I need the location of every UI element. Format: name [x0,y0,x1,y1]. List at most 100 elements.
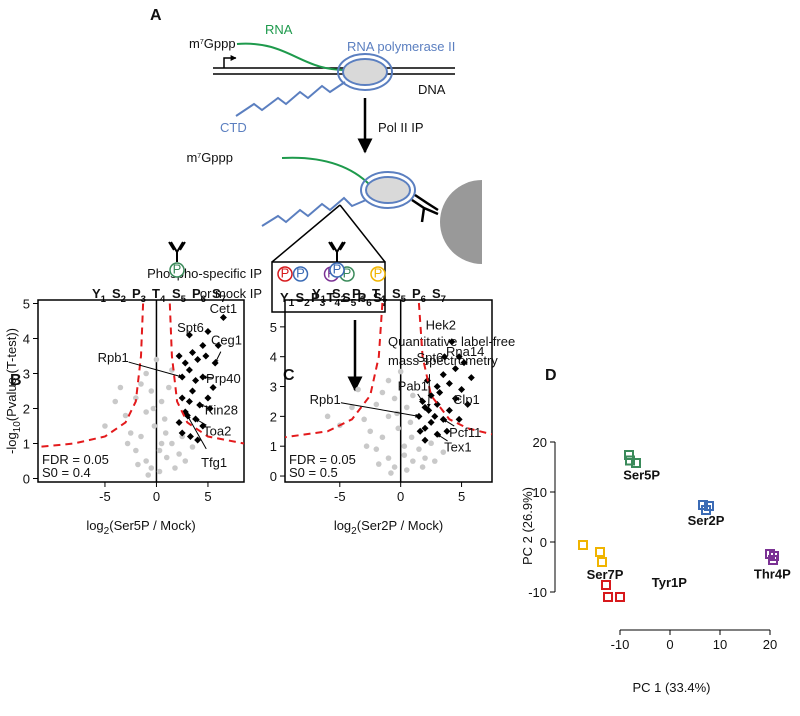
residue: S7 [432,286,446,305]
point [467,374,475,382]
point [324,413,331,420]
threshold-line [38,303,244,448]
point [102,423,108,429]
point [578,540,588,550]
x-tick-label: 10 [713,637,727,652]
annotation-arrow [128,361,183,378]
diagram: A m7Gppp m7Gppp RNA RNA polymerase II DN… [147,7,515,392]
residue-number: 2 [304,298,310,309]
x-axis-label: log2(Ser2P / Mock) [334,518,443,537]
residue: P6 [412,286,426,305]
point [379,434,386,441]
point [138,433,144,440]
gene-label: Spt6 [417,350,444,365]
point [209,384,217,391]
y-tick-label: 3 [270,380,277,395]
residue-letter: P [412,286,421,301]
annotation-arrow [199,403,211,409]
point [385,413,392,420]
annotation-arrow [436,433,448,442]
annotation-arrow [186,415,207,450]
point [419,464,426,470]
point [166,384,172,391]
phospho-mark [277,266,293,282]
zoom-line [271,204,341,263]
point [625,455,635,466]
tss-arrow [223,55,237,68]
point [431,458,438,464]
group-label: Ser7P [587,567,624,582]
polymerase-label: RNA polymerase II [347,39,455,54]
residue-letter: S [112,286,121,301]
point [363,443,370,449]
point [455,353,463,361]
plot-frame [284,299,493,483]
panel-label: D [545,367,557,384]
point [427,418,435,426]
point [176,451,182,457]
phospho-mark [370,266,386,282]
annotation-arrow [202,375,214,380]
gene-label: Kin28 [205,402,238,417]
residue-number: 1 [289,298,295,309]
label-rest: (Ser5P / Mock) [109,518,195,533]
point [162,430,169,436]
polymerase [360,171,416,209]
polymerase [365,176,411,204]
point [416,427,424,435]
point [148,388,155,394]
y-tick-label: 4 [23,332,30,347]
point [143,458,149,464]
y-tick-label: 5 [270,320,277,335]
point [436,388,444,396]
residue-letter: Y [280,290,289,305]
residue-letter: P [311,290,320,305]
y-tick-label: 1 [23,437,30,452]
point [631,458,641,468]
point [401,443,408,449]
y-tick-label: 5 [23,297,30,312]
gene-label: Pcf11 [449,425,481,440]
label-rest: (Pvalue (T-test)) [4,328,19,421]
point [214,342,222,349]
residue: T4 [152,286,166,305]
point [395,425,402,432]
gene-label: Hek2 [426,317,456,332]
point [391,395,398,402]
y-tick-label: 1 [270,439,277,454]
x-tick-label: 20 [763,637,777,652]
point [199,342,207,349]
polymerase [342,58,388,86]
annotation-arrow [442,418,455,427]
annotation-arrow [455,396,462,401]
point [202,352,210,360]
y-tick-label: 3 [23,367,30,382]
point [112,398,119,405]
point [143,370,149,377]
panel-label: C [283,367,295,384]
point [403,404,410,411]
residue-letter: P [192,286,201,301]
gene-label: Tfg1 [201,455,227,470]
y-tick-label: -10 [528,585,547,600]
residue-letter: S [172,286,181,301]
point [175,352,183,360]
point [410,458,416,464]
annotation-arrow [195,418,207,426]
gene-label: Spt6 [177,320,204,335]
point [704,501,714,511]
residue-letter: P [132,286,141,301]
gene-label: Rna14 [446,344,484,359]
residue-letter: P [358,290,367,305]
point [433,383,441,391]
phospho-label: P [333,262,342,277]
point [408,434,415,441]
point [117,384,124,391]
y-tick-label: 2 [270,409,277,424]
point [189,349,196,356]
gene-label: Prp40 [206,371,241,386]
ctd-label: CTD [220,120,247,135]
x-tick-label: -5 [99,489,111,504]
group-label: Tyr1P [652,575,687,590]
point [153,356,160,363]
